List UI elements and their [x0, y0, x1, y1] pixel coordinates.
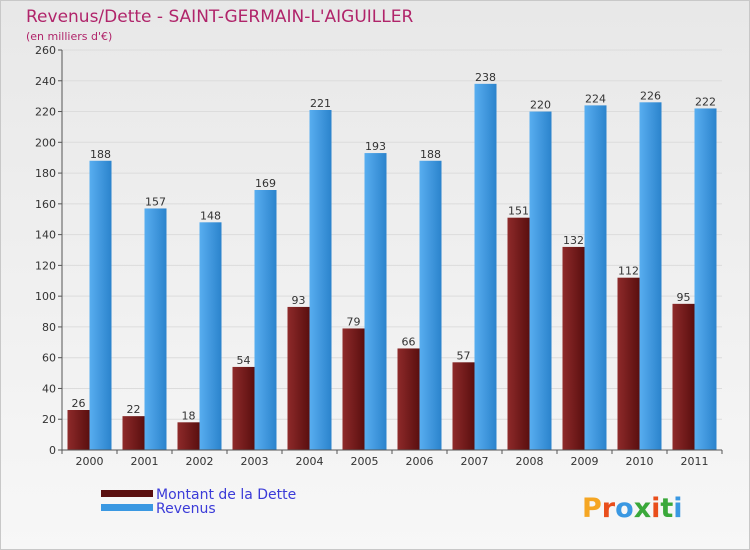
data-label: 222: [695, 95, 716, 108]
bar-dette: [67, 410, 90, 450]
y-tick-label: 60: [42, 352, 56, 365]
bar-dette: [177, 422, 200, 450]
data-label: 193: [365, 140, 386, 153]
data-label: 224: [585, 92, 606, 105]
logo-letter: x: [634, 493, 651, 524]
bar-dette: [287, 306, 310, 450]
logo-letter: P: [582, 493, 602, 524]
x-tick-label: 2004: [296, 455, 324, 468]
data-label: 95: [677, 291, 691, 304]
data-label: 93: [292, 294, 306, 307]
data-label: 188: [420, 148, 441, 161]
logo-letter: i: [651, 493, 660, 524]
x-tick-label: 2005: [351, 455, 379, 468]
y-tick-label: 160: [35, 198, 56, 211]
data-label: 79: [347, 315, 361, 328]
y-tick-label: 20: [42, 413, 56, 426]
y-tick-label: 260: [35, 44, 56, 57]
logo-letter: t: [660, 493, 673, 524]
logo-letter: o: [615, 493, 634, 524]
legend-swatch: [101, 490, 153, 497]
bar-dette: [672, 303, 695, 450]
y-tick-label: 200: [35, 136, 56, 149]
x-tick-label: 2003: [241, 455, 269, 468]
logo-letter: i: [673, 493, 682, 524]
data-label: 112: [618, 265, 639, 278]
x-axis: 2000 2001 2002 2003 2004 2005 2006 2007 2008 2009…: [61, 449, 723, 468]
bar-dette: [342, 328, 365, 450]
bar-dette: [452, 362, 475, 450]
bar-revenus: [529, 111, 552, 451]
y-tick-label: 140: [35, 229, 56, 242]
x-tick-label: 2008: [516, 455, 544, 468]
proxiti-logo: Proxiti: [582, 493, 683, 524]
y-tick-label: 40: [42, 382, 56, 395]
x-tick-label: 2006: [406, 455, 434, 468]
data-label: 238: [475, 71, 496, 84]
data-label: 188: [90, 148, 111, 161]
bar-dette: [122, 416, 145, 450]
data-label: 22: [127, 403, 141, 416]
legend-swatch: [101, 504, 153, 511]
y-tick-label: 220: [35, 106, 56, 119]
bar-revenus: [584, 105, 607, 450]
value-labels: 26 188 22 157 18 148 54 169 93 221 79 193 66 188 57 238…: [72, 71, 717, 422]
bar-dette: [562, 246, 585, 450]
bar-revenus: [144, 208, 167, 450]
bar-revenus: [474, 83, 497, 450]
data-label: 18: [182, 409, 196, 422]
x-tick-label: 2010: [626, 455, 654, 468]
bar-dette: [232, 366, 255, 450]
x-tick-label: 2011: [681, 455, 709, 468]
data-label: 66: [402, 335, 416, 348]
bar-revenus: [364, 153, 387, 451]
x-tick-label: 2002: [186, 455, 214, 468]
legend-label: Montant de la Dette: [156, 487, 296, 503]
y-tick-label: 180: [35, 167, 56, 180]
data-label: 226: [640, 89, 661, 102]
bar-revenus: [694, 108, 717, 450]
data-label: 221: [310, 97, 331, 110]
bar-dette: [617, 277, 640, 450]
bar-revenus: [309, 110, 332, 450]
data-label: 151: [508, 205, 529, 218]
bar-revenus: [639, 102, 662, 451]
y-tick-label: 80: [42, 321, 56, 334]
chart-title: Revenus/Dette - SAINT-GERMAIN-L'AIGUILLE…: [26, 7, 413, 27]
x-tick-label: 2007: [461, 455, 489, 468]
chart-subtitle: (en milliers d'€): [26, 30, 112, 43]
y-axis: 0 20 40 60 80 100 120 140 160 180 200 220 240 260: [35, 44, 63, 457]
x-tick-label: 2009: [571, 455, 599, 468]
data-label: 54: [237, 354, 251, 367]
logo-letter: r: [602, 493, 616, 524]
y-tick-label: 100: [35, 290, 56, 303]
bar-revenus: [419, 160, 442, 450]
bar-dette: [507, 217, 530, 450]
data-label: 220: [530, 99, 551, 112]
data-label: 157: [145, 195, 166, 208]
bars: [67, 83, 717, 451]
x-tick-label: 2001: [131, 455, 159, 468]
data-label: 148: [200, 209, 221, 222]
y-tick-label: 240: [35, 75, 56, 88]
bar-revenus: [199, 222, 222, 450]
data-label: 57: [457, 349, 471, 362]
bar-dette: [397, 348, 420, 450]
y-tick-label: 120: [35, 259, 56, 272]
x-tick-label: 2000: [76, 455, 104, 468]
data-label: 169: [255, 177, 276, 190]
bar-revenus: [254, 190, 277, 450]
bar-revenus: [89, 160, 112, 450]
y-tick-label: 0: [49, 444, 56, 457]
data-label: 132: [563, 234, 584, 247]
data-label: 26: [72, 397, 86, 410]
legend-label: Revenus: [156, 501, 216, 517]
